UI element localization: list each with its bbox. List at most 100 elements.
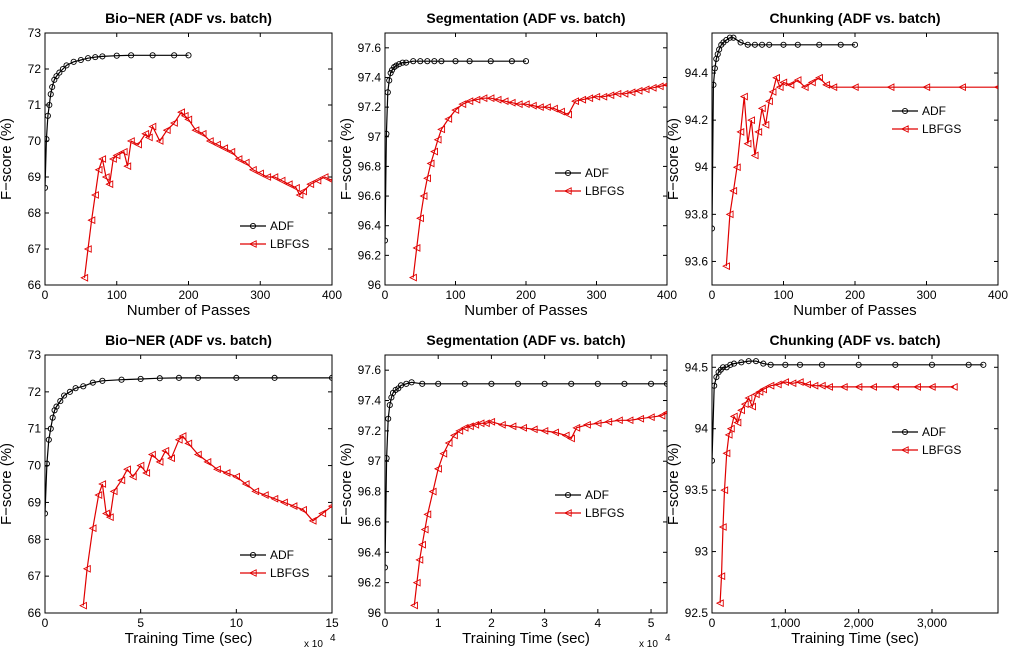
data-point-lbfgs — [184, 439, 193, 448]
y-tick-label: 97.2 — [358, 424, 382, 438]
data-point-lbfgs — [786, 80, 795, 89]
data-point-adf — [663, 380, 667, 387]
data-point-lbfgs — [599, 92, 608, 101]
data-point-lbfgs — [418, 540, 426, 549]
data-point-adf — [965, 361, 972, 368]
y-tick-label: 97 — [368, 130, 382, 144]
data-point-lbfgs — [497, 420, 506, 429]
data-point-lbfgs — [751, 390, 760, 399]
chart-panel-1: Bio−NER (ADF vs. batch) 0 100 200 300 400 66 67… — [0, 10, 342, 319]
data-point-adf — [171, 52, 178, 59]
data-point-adf — [271, 374, 278, 381]
data-point-lbfgs — [540, 426, 549, 435]
data-point-adf — [397, 382, 405, 389]
data-point-lbfgs — [585, 94, 594, 103]
x-exponent-label: x 10 — [304, 639, 323, 650]
legend: ADF LBFGS — [240, 219, 309, 251]
series-lbfgs — [715, 378, 958, 608]
data-point-lbfgs — [744, 394, 753, 402]
series-lbfgs — [410, 410, 667, 610]
series-line-lbfgs — [412, 84, 667, 278]
data-point-adf — [385, 130, 390, 137]
data-point-adf — [45, 184, 49, 191]
data-point-adf — [738, 359, 745, 366]
x-tick-label: 0 — [382, 616, 389, 630]
data-point-lbfgs — [430, 147, 438, 156]
data-point-adf — [385, 455, 390, 462]
data-point-lbfgs — [98, 480, 107, 488]
series-lbfgs — [408, 82, 667, 282]
data-point-lbfgs — [256, 169, 264, 178]
data-point-adf — [417, 58, 424, 65]
data-point-adf — [487, 58, 494, 65]
data-point-lbfgs — [807, 78, 816, 87]
data-point-lbfgs — [437, 125, 446, 134]
data-point-lbfgs — [718, 523, 727, 531]
data-point-lbfgs — [203, 457, 212, 466]
y-tick-label: 93.5 — [685, 483, 709, 497]
data-point-lbfgs — [279, 498, 288, 507]
data-point-adf — [385, 89, 391, 96]
legend: ADF LBFGS — [240, 548, 309, 580]
data-point-lbfgs — [193, 450, 202, 459]
x-axis-label: Number of Passes — [793, 302, 916, 319]
data-point-adf — [47, 91, 54, 98]
data-point-adf — [113, 52, 120, 59]
data-point-adf — [63, 62, 70, 69]
chart-panel-5: Segmentation (ADF vs. batch)0 1 2 3 4 59696.2… — [338, 332, 671, 650]
data-point-lbfgs — [726, 424, 735, 433]
data-point-lbfgs — [212, 140, 221, 149]
plot-frame — [711, 32, 999, 286]
data-point-lbfgs — [927, 383, 936, 391]
data-point-adf — [45, 112, 51, 119]
y-tick-label: 96.4 — [358, 219, 382, 233]
data-point-lbfgs — [657, 411, 666, 420]
data-point-adf — [156, 375, 163, 382]
data-point-lbfgs — [88, 524, 97, 533]
x-tick-label: 100 — [773, 288, 793, 302]
x-tick-label: 0 — [709, 616, 716, 630]
series-line-adf — [385, 381, 667, 568]
legend: ADF LBFGS — [555, 488, 624, 520]
x-tick-label: 100 — [445, 288, 465, 302]
y-tick-label: 96.6 — [358, 189, 382, 203]
data-point-lbfgs — [232, 472, 240, 481]
data-point-lbfgs — [593, 419, 602, 428]
legend-label: ADF — [270, 548, 294, 562]
data-point-lbfgs — [750, 151, 759, 160]
data-point-lbfgs — [412, 578, 421, 587]
chart-title: Chunking (ADF vs. batch) — [769, 10, 940, 26]
data-point-adf — [759, 41, 766, 48]
data-point-adf — [514, 380, 522, 387]
data-point-adf — [752, 358, 760, 365]
series-adf — [712, 358, 987, 464]
y-tick-label: 68 — [28, 532, 42, 546]
data-point-lbfgs — [167, 454, 175, 463]
data-point-adf — [766, 41, 773, 48]
data-point-lbfgs — [779, 78, 788, 87]
data-point-adf — [712, 382, 718, 389]
data-point-lbfgs — [123, 162, 132, 171]
data-point-lbfgs — [729, 412, 738, 421]
legend-marker — [248, 569, 257, 577]
data-point-lbfgs — [169, 119, 178, 127]
y-tick-label: 93 — [695, 545, 709, 559]
data-point-lbfgs — [529, 425, 538, 434]
series-line-lbfgs — [413, 412, 667, 606]
data-point-lbfgs — [123, 465, 131, 474]
y-tick-label: 67 — [28, 242, 42, 256]
data-point-adf — [49, 414, 56, 421]
legend-marker — [563, 187, 572, 195]
data-point-lbfgs — [471, 420, 480, 429]
data-point-lbfgs — [101, 173, 110, 181]
data-point-lbfgs — [578, 95, 587, 104]
data-point-lbfgs — [408, 273, 417, 282]
data-point-adf — [744, 41, 751, 48]
data-point-adf — [45, 436, 52, 443]
x-exponent-power: 4 — [665, 633, 671, 644]
x-tick-label: 1 — [435, 616, 442, 630]
data-point-lbfgs — [198, 129, 207, 138]
data-point-lbfgs — [289, 502, 298, 511]
data-point-lbfgs — [79, 601, 87, 610]
y-tick-label: 71 — [28, 98, 42, 112]
